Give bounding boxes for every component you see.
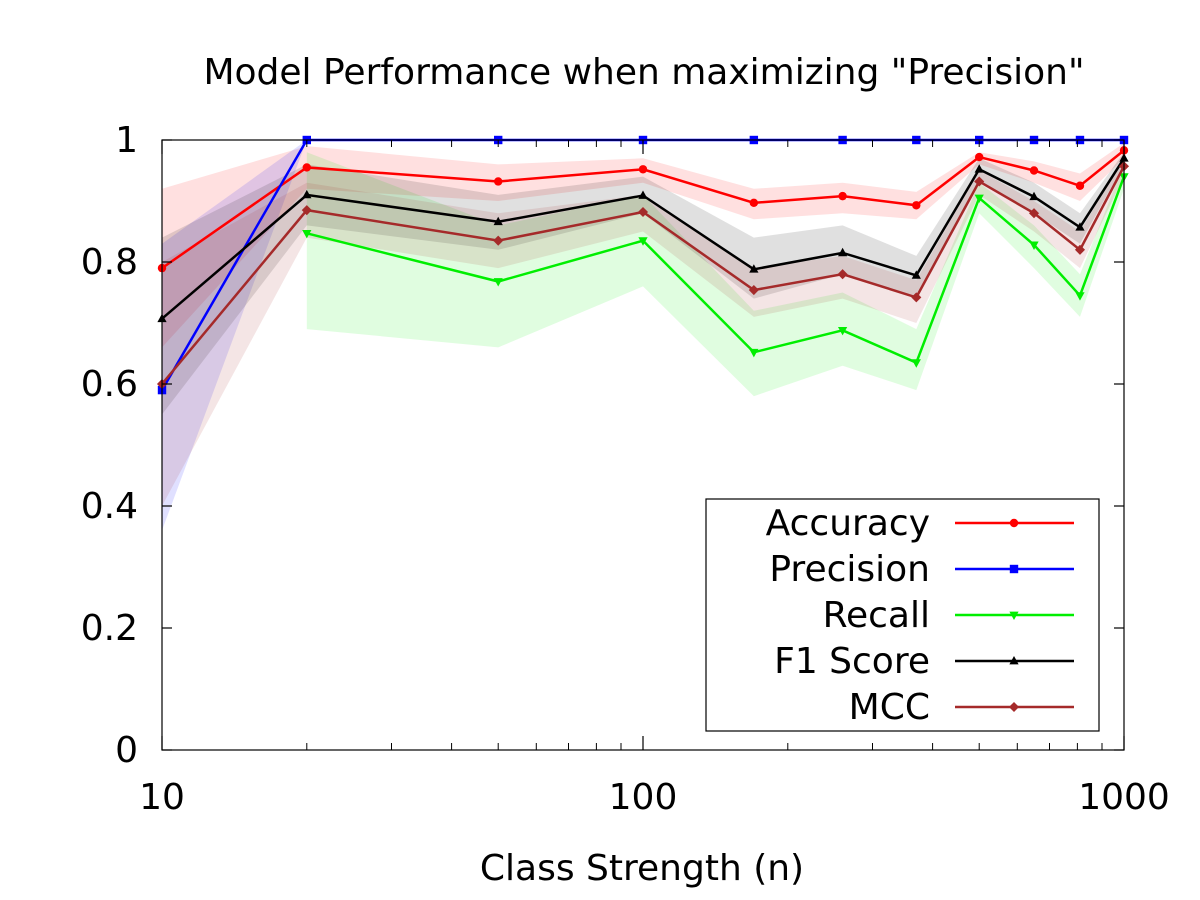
data-point-recall: [1075, 292, 1085, 301]
data-point-accuracy: [838, 191, 847, 201]
data-point-accuracy: [975, 152, 984, 162]
y-tick-label: 0.4: [81, 486, 138, 527]
legend-marker-f1-score: [1009, 655, 1019, 665]
data-point-mcc: [493, 235, 504, 246]
y-tick-label: 0: [115, 730, 138, 771]
data-point-mcc: [837, 269, 848, 280]
series-line-recall: [306, 176, 1126, 365]
data-point-f1-score: [911, 270, 921, 279]
y-tick-label: 0.2: [81, 608, 138, 649]
data-point-f1-score: [749, 264, 759, 273]
data-point-accuracy: [749, 198, 759, 208]
data-point-f1-score: [493, 216, 503, 226]
x-tick-label: 10: [139, 777, 185, 818]
legend-marker-precision: [1009, 564, 1019, 574]
data-point-recall: [911, 359, 921, 368]
data-point-recall: [638, 237, 648, 246]
data-point-recall: [974, 194, 984, 203]
legend-label-recall: Recall: [823, 595, 930, 636]
legend-label-f1-score: F1 Score: [774, 641, 930, 682]
band-recall: [306, 152, 1125, 397]
data-point-recall: [1029, 241, 1039, 250]
x-tick-label: 1000: [1078, 777, 1170, 818]
data-point-f1-score: [1029, 191, 1039, 201]
chart-title: Model Performance when maximizing "Preci…: [203, 52, 1084, 93]
data-point-recall: [493, 278, 503, 287]
data-point-mcc: [1074, 244, 1086, 255]
band-f1-score: [162, 152, 1124, 415]
x-axis-label: Class Strength (n): [480, 848, 804, 889]
band-mcc: [162, 158, 1124, 507]
legend-label-precision: Precision: [769, 549, 930, 590]
axes: [161, 139, 1125, 751]
data-point-accuracy: [302, 163, 311, 172]
data-point-f1-score: [837, 247, 848, 257]
data-point-mcc: [301, 205, 312, 216]
band-precision: [162, 140, 1124, 531]
data-point-accuracy: [1075, 181, 1085, 190]
data-point-accuracy: [638, 165, 648, 174]
confidence-bands: [162, 140, 1125, 531]
data-point-recall: [302, 229, 312, 239]
y-tick-label: 0.8: [81, 242, 138, 283]
data-point-accuracy: [1029, 166, 1039, 175]
data-point-accuracy: [494, 177, 503, 186]
x-tick-label: 100: [609, 777, 678, 818]
y-tick-label: 1: [115, 120, 138, 161]
data-point-mcc: [748, 285, 759, 296]
legend: Accuracy Precision Recall F1 Score MCC: [705, 498, 1100, 732]
data-point-accuracy: [912, 201, 921, 210]
data-point-mcc: [1028, 208, 1040, 219]
data-point-f1-score: [302, 189, 312, 199]
tick-labels: 0 0.2 0.4 0.6 0.8 1 10 100 1000: [81, 120, 1170, 818]
legend-label-mcc: MCC: [849, 687, 930, 728]
legend-marker-accuracy: [1009, 518, 1019, 528]
data-point-recall: [837, 326, 848, 336]
legend-marker-mcc: [1008, 701, 1020, 713]
data-point-f1-score: [1075, 222, 1085, 231]
data-point-mcc: [911, 292, 922, 303]
legend-label-accuracy: Accuracy: [766, 503, 930, 544]
band-accuracy: [162, 143, 1124, 348]
y-tick-label: 0.6: [81, 364, 138, 405]
data-point-f1-score: [638, 190, 648, 199]
data-point-recall: [749, 348, 759, 358]
data-point-mcc: [974, 176, 985, 187]
data-point-mcc: [637, 206, 649, 218]
legend-marker-recall: [1009, 611, 1019, 621]
data-point-f1-score: [974, 164, 984, 173]
